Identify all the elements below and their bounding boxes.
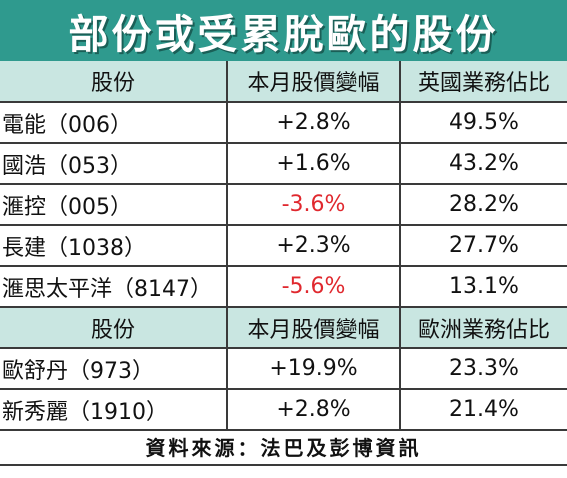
stock-name: 歐舒丹（973） — [0, 348, 227, 390]
table-row: 長建（1038） +2.3% 27.7% — [0, 225, 567, 267]
stock-name: 滙控（005） — [0, 184, 227, 226]
table-row: 電能（006） +2.8% 49.5% — [0, 102, 567, 144]
business-share: 28.2% — [400, 184, 567, 226]
business-share: 49.5% — [400, 102, 567, 144]
source-note: 資料來源：法巴及彭博資訊 — [145, 435, 422, 460]
table-row: 國浩（053） +1.6% 43.2% — [0, 143, 567, 185]
table-row: 滙控（005） -3.6% 28.2% — [0, 184, 567, 226]
monthly-change: +19.9% — [226, 348, 401, 390]
section2-header-row: 股份 本月股價變幅 歐洲業務佔比 — [0, 307, 567, 349]
stock-name: 電能（006） — [0, 102, 227, 144]
header-monthly-change: 本月股價變幅 — [226, 61, 401, 103]
business-share: 43.2% — [400, 143, 567, 185]
business-share: 23.3% — [400, 348, 567, 390]
monthly-change: +2.8% — [226, 389, 401, 431]
stock-name: 國浩（053） — [0, 143, 227, 185]
header-stock: 股份 — [0, 61, 227, 103]
business-share: 27.7% — [400, 225, 567, 267]
header-europe-share: 歐洲業務佔比 — [400, 307, 567, 349]
table-row: 歐舒丹（973） +19.9% 23.3% — [0, 348, 567, 390]
business-share: 13.1% — [400, 266, 567, 308]
stock-table: 股份 本月股價變幅 英國業務佔比 電能（006） +2.8% 49.5% 國浩（… — [0, 61, 567, 431]
header-monthly-change: 本月股價變幅 — [226, 307, 401, 349]
table-row: 滙思太平洋（8147） -5.6% 13.1% — [0, 266, 567, 308]
monthly-change: +2.3% — [226, 225, 401, 267]
monthly-change: +1.6% — [226, 143, 401, 185]
bottom-divider — [0, 464, 567, 466]
monthly-change: +2.8% — [226, 102, 401, 144]
header-uk-share: 英國業務佔比 — [400, 61, 567, 103]
stock-name: 滙思太平洋（8147） — [0, 266, 227, 308]
page-title: 部份或受累脫歐的股份 — [0, 0, 567, 61]
monthly-change: -3.6% — [226, 184, 401, 226]
business-share: 21.4% — [400, 389, 567, 431]
stock-name: 長建（1038） — [0, 225, 227, 267]
monthly-change: -5.6% — [226, 266, 401, 308]
section1-header-row: 股份 本月股價變幅 英國業務佔比 — [0, 61, 567, 103]
table-row: 新秀麗（1910） +2.8% 21.4% — [0, 389, 567, 431]
header-stock: 股份 — [0, 307, 227, 349]
stock-name: 新秀麗（1910） — [0, 389, 227, 431]
